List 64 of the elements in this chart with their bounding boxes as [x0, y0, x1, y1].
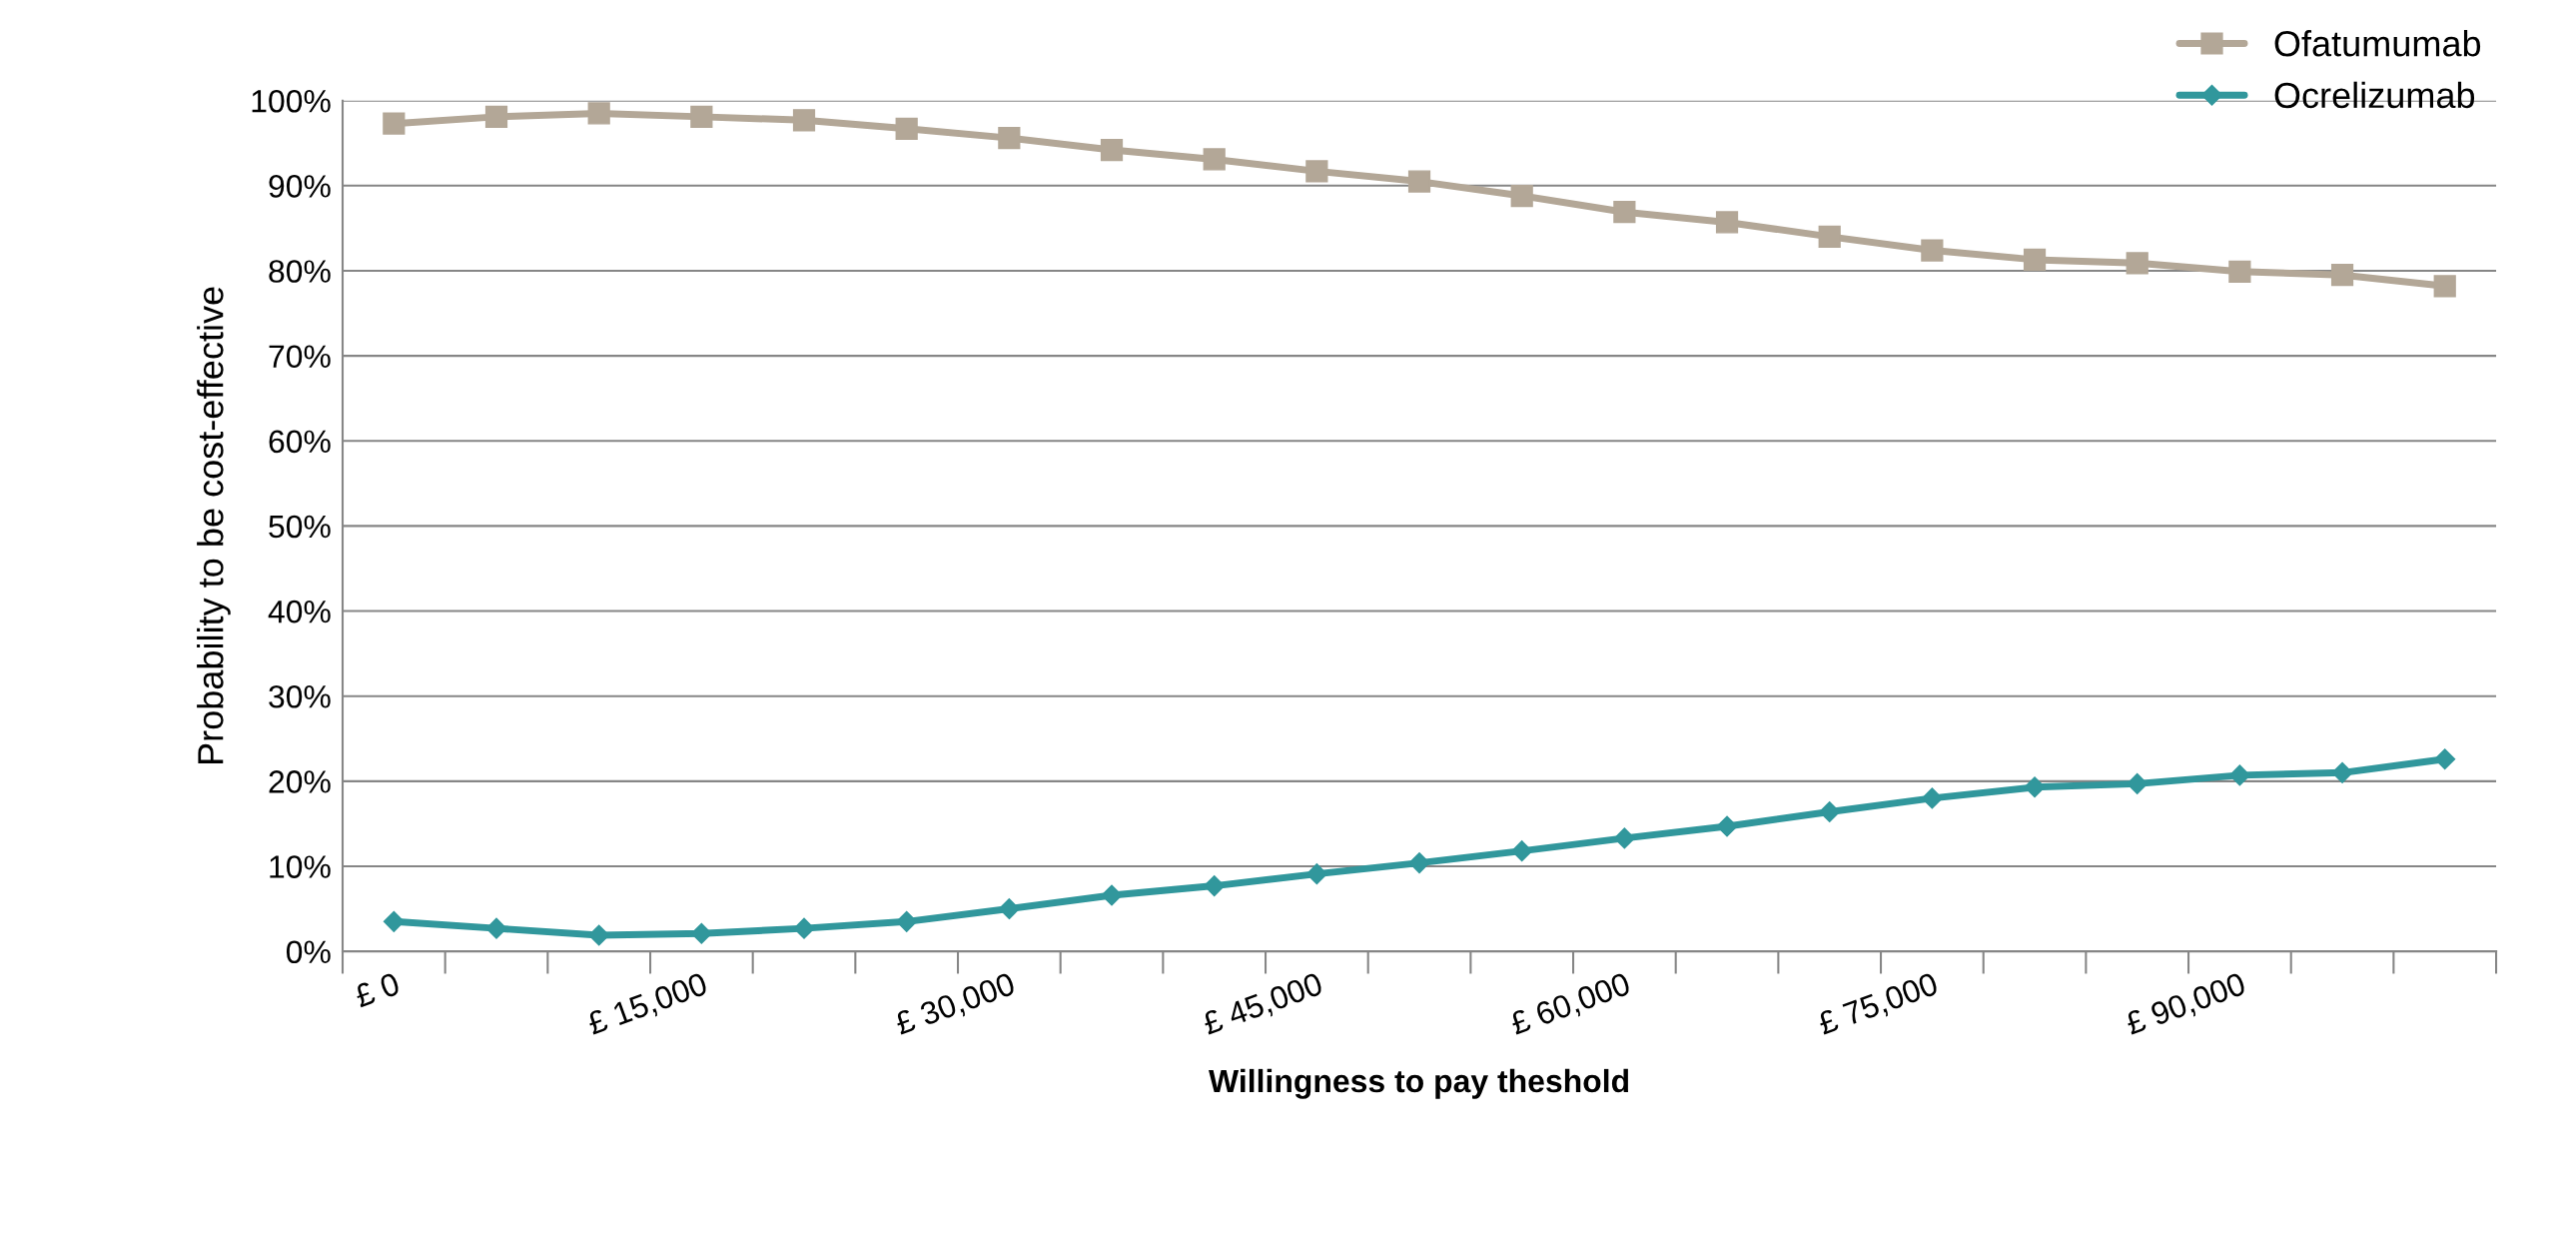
legend-label: Ocrelizumab: [2274, 81, 2475, 109]
point: [2228, 764, 2250, 786]
point: [1511, 840, 1533, 862]
y-tick-label: 50%: [269, 515, 331, 539]
y-tick-label: 20%: [269, 770, 331, 793]
y-tick-label: 90%: [269, 175, 331, 198]
y-tick-label: 0%: [286, 940, 331, 964]
point: [484, 105, 508, 128]
point: [1305, 160, 1328, 183]
point: [690, 105, 713, 128]
point: [1715, 211, 1739, 234]
point: [1101, 884, 1123, 906]
x-tick-label: £ 90,000: [2124, 971, 2248, 1039]
y-tick-label: 80%: [269, 260, 331, 283]
point: [587, 102, 610, 125]
point: [2330, 264, 2354, 287]
point: [1510, 184, 1533, 208]
point: [383, 112, 406, 135]
point: [2228, 260, 2251, 283]
point: [792, 109, 816, 132]
y-tick-label: 30%: [269, 684, 331, 708]
x-tick-label: £ 45,000: [1201, 971, 1325, 1039]
y-tick-label: 10%: [270, 855, 331, 878]
point: [1305, 863, 1327, 885]
point: [1408, 852, 1430, 874]
point: [998, 898, 1020, 920]
point: [2126, 252, 2148, 275]
point: [998, 127, 1021, 150]
point: [1921, 787, 1943, 809]
legend-label: Ofatumumab: [2274, 29, 2481, 57]
x-tick-label: £ 60,000: [1508, 971, 1633, 1039]
y-axis-title: Probability to be cost-effective: [197, 287, 231, 763]
point: [1819, 800, 1841, 823]
point: [383, 910, 405, 932]
x-tick-label: £ 75,000: [1816, 971, 1941, 1039]
x-tick-label: £ 0: [353, 971, 402, 1008]
point: [690, 922, 712, 944]
point: [1100, 138, 1124, 162]
point: [1818, 225, 1841, 249]
point: [1407, 170, 1431, 193]
point: [1613, 827, 1635, 849]
point: [896, 910, 918, 932]
point: [588, 924, 610, 946]
x-tick-label: £ 15,000: [585, 971, 710, 1039]
point: [2434, 748, 2456, 770]
point: [895, 117, 918, 140]
point: [793, 917, 815, 939]
y-tick-label: 100%: [252, 89, 331, 113]
point: [2331, 761, 2353, 783]
point: [2024, 776, 2046, 798]
y-tick-label: 70%: [269, 345, 331, 369]
y-tick-label: 60%: [269, 430, 331, 454]
point: [485, 917, 507, 939]
point: [1716, 815, 1738, 837]
x-axis-title: Willingness to pay theshold: [1209, 1068, 1629, 1099]
point: [1921, 239, 1944, 262]
x-tick-label: £ 30,000: [893, 971, 1018, 1039]
point: [1204, 875, 1226, 897]
y-tick-label: 40%: [268, 600, 331, 623]
point: [1613, 201, 1636, 224]
point: [2127, 772, 2148, 794]
point: [2433, 275, 2456, 298]
point: [1203, 148, 1226, 171]
point: [2023, 248, 2047, 272]
